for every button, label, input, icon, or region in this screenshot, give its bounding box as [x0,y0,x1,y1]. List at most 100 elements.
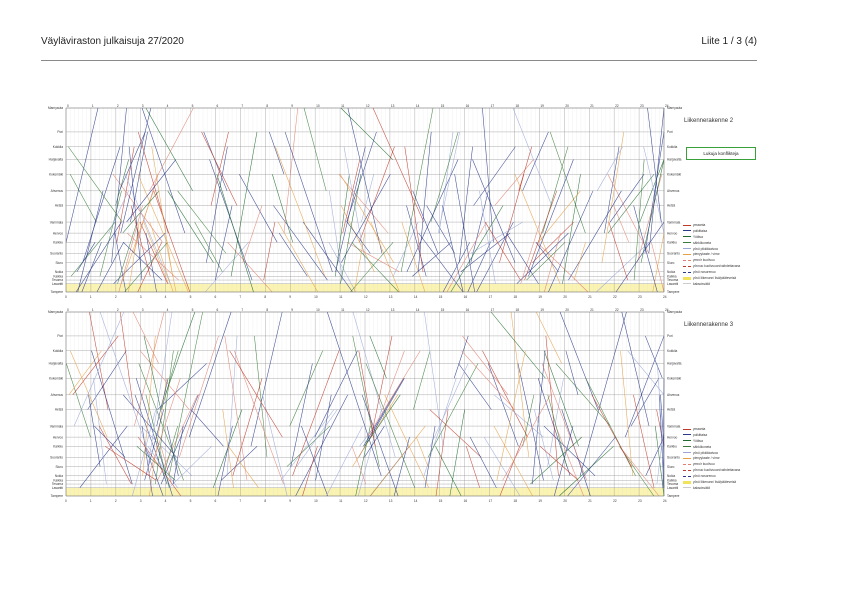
train-path [453,335,469,379]
train-path [128,146,143,281]
hour-tick-label: 4 [167,308,169,312]
train-path [284,131,333,272]
station-label-left: Tesoma [52,482,63,486]
hour-tick-label: 13 [391,104,395,108]
legend-label: pienyykaste / virror [693,456,720,461]
hour-tick-label: 21 [590,308,594,312]
hour-tick-label: 1 [90,499,92,503]
hour-tick-label: 11 [339,499,343,503]
train-path [224,335,248,481]
train-path [155,350,174,485]
legend-item: kaksoisväkli [683,281,740,287]
train-path [470,221,523,254]
hour-tick-label: 11 [339,295,343,299]
train-path [229,350,283,438]
train-path [303,107,327,191]
train-path [427,363,479,458]
panel-title-liikennerakenne-3: Liikennerakenne 3 [684,322,734,328]
train-path [283,107,299,234]
hour-tick-label: 4 [165,499,167,503]
hour-tick-label: 20 [563,499,567,503]
legend-swatch [683,253,691,255]
publication-title: Väyläviraston julkaisuja 27/2020 [41,36,184,47]
train-path [364,394,401,447]
train-path [126,159,177,223]
train-path [89,311,109,410]
train-path [177,190,227,254]
train-path [359,146,395,243]
train-path [94,425,126,458]
hour-tick-label: 2 [117,308,119,312]
train-path [482,350,528,438]
legend-swatch [683,475,691,477]
train-path [91,350,133,485]
train-path [327,311,382,476]
train-path [201,131,238,206]
train-path [607,174,650,254]
train-path [119,131,146,191]
hour-tick-label: 5 [190,499,192,503]
train-path [438,131,454,234]
train-path [137,174,189,293]
legend-item: sähkökoneta [683,444,740,450]
train-path [520,221,541,284]
train-path [346,131,377,223]
train-path [123,242,163,281]
train-path [499,174,525,263]
train-path [609,174,645,223]
train-path [328,242,357,293]
hour-tick-label: 1 [92,104,94,108]
train-path [296,409,338,467]
train-path [346,242,400,272]
train-path [406,159,459,272]
train-path [400,107,434,272]
hour-tick-label: 12 [364,499,368,503]
train-path [104,446,157,481]
hour-tick-label: 21 [590,104,594,108]
hour-tick-label: 16 [466,308,470,312]
train-path [216,174,254,293]
legend-swatch [683,248,691,250]
station-label-right: Pori [667,334,673,338]
train-path [66,363,91,438]
train-path [315,394,332,481]
train-path [77,190,104,293]
panel-title-liikennerakenne-2: Liikennerakenne 2 [684,118,734,124]
train-path [555,425,584,497]
train-path [99,311,151,458]
train-path [343,146,366,263]
train-path [467,242,491,293]
train-path [232,378,263,476]
station-label-right: Siuro [667,465,675,469]
train-path [424,311,444,447]
train-path [483,436,521,497]
train-path [132,311,159,364]
legend-swatch [683,446,691,448]
train-path [242,205,263,263]
station-label-right: Kokemäki [667,172,681,176]
station-label-left: Nokia [55,270,63,274]
legend-label: ymaanta [693,223,706,228]
hour-tick-label: 7 [239,499,241,503]
station-label-right: Vammala [667,424,680,428]
hour-tick-label: 23 [638,499,642,503]
train-path [116,146,135,243]
station-label-left: Lasantti [52,486,63,490]
station-label-right: Vammala [667,220,680,224]
train-path [119,311,134,410]
legend-item: yövnuo kuolivuuon/vaihdettavana [683,263,740,269]
hour-tick-label: 16 [464,499,468,503]
train-path [424,426,436,488]
legend-item: yövö liikenunn/ lisä/pääteveisä [683,479,740,485]
station-label-left: Kokkila [53,145,64,149]
train-path [418,232,464,293]
legend-label: yövö liikenunn/ lisä/pääteveisä [693,276,737,281]
train-path [148,378,181,476]
train-path [160,446,172,485]
train-path [355,426,371,497]
legend-swatch [683,434,691,436]
train-path [275,146,326,277]
train-path [145,394,170,488]
legend-swatch [683,276,691,280]
hour-tick-label: 10 [316,104,320,108]
